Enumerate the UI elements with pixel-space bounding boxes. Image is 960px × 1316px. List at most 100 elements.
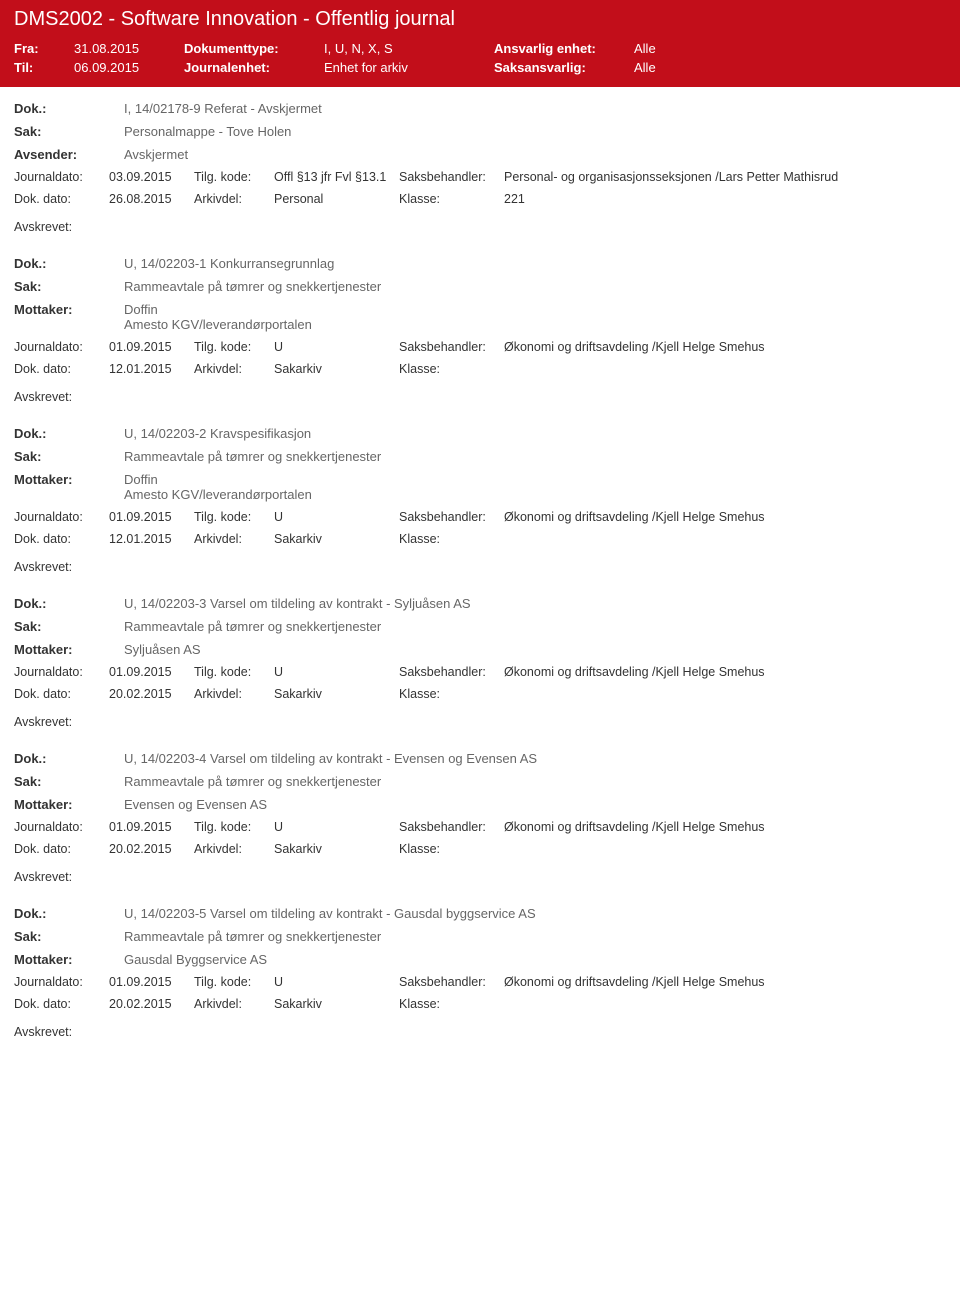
arkivdel-value: Sakarkiv	[274, 532, 399, 546]
sak-value: Rammeavtale på tømrer og snekkertjeneste…	[124, 279, 946, 294]
tilgkode-label: Tilg. kode:	[194, 510, 274, 524]
journal-entry: Dok.: U, 14/02203-2 Kravspesifikasjon Sa…	[0, 412, 960, 556]
saksbehandler-value: Økonomi og driftsavdeling /Kjell Helge S…	[504, 975, 946, 989]
report-title: DMS2002 - Software Innovation - Offentli…	[14, 8, 946, 31]
fra-label: Fra:	[14, 41, 74, 56]
party-values: DoffinAmesto KGV/leverandørportalen	[124, 302, 946, 332]
klasse-label: Klasse:	[399, 687, 504, 701]
saksbehandler-label: Saksbehandler:	[399, 820, 504, 834]
tilgkode-label: Tilg. kode:	[194, 340, 274, 354]
til-label: Til:	[14, 60, 74, 75]
arkivdel-value: Sakarkiv	[274, 687, 399, 701]
journaldato-value: 01.09.2015	[109, 975, 194, 989]
saksbehandler-value: Økonomi og driftsavdeling /Kjell Helge S…	[504, 340, 946, 354]
avskrevet-label: Avskrevet:	[0, 1021, 960, 1047]
dokdato-value: 20.02.2015	[109, 842, 194, 856]
klasse-label: Klasse:	[399, 842, 504, 856]
tilgkode-value: Offl §13 jfr Fvl §13.1	[274, 170, 399, 184]
tilgkode-label: Tilg. kode:	[194, 975, 274, 989]
saksbehandler-value: Økonomi og driftsavdeling /Kjell Helge S…	[504, 510, 946, 524]
journaldato-value: 01.09.2015	[109, 820, 194, 834]
party-label: Avsender:	[14, 147, 124, 162]
dokdato-label: Dok. dato:	[14, 362, 109, 376]
avskrevet-label: Avskrevet:	[0, 711, 960, 737]
dok-value: U, 14/02203-1 Konkurransegrunnlag	[124, 256, 946, 271]
party-value: Avskjermet	[124, 147, 946, 162]
saksbehandler-label: Saksbehandler:	[399, 665, 504, 679]
dok-label: Dok.:	[14, 101, 124, 116]
dokdato-value: 20.02.2015	[109, 997, 194, 1011]
header-row-2: Til: 06.09.2015 Journalenhet: Enhet for …	[14, 58, 946, 77]
party-values: Syljuåsen AS	[124, 642, 946, 657]
party-values: Avskjermet	[124, 147, 946, 162]
dok-label: Dok.:	[14, 596, 124, 611]
sak-label: Sak:	[14, 449, 124, 464]
dok-label: Dok.:	[14, 906, 124, 921]
sak-label: Sak:	[14, 279, 124, 294]
sak-label: Sak:	[14, 774, 124, 789]
saksbehandler-label: Saksbehandler:	[399, 510, 504, 524]
tilgkode-label: Tilg. kode:	[194, 820, 274, 834]
tilgkode-value: U	[274, 665, 399, 679]
klasse-label: Klasse:	[399, 192, 504, 206]
party-value: Doffin	[124, 472, 946, 487]
saksbehandler-value: Økonomi og driftsavdeling /Kjell Helge S…	[504, 665, 946, 679]
dokdato-value: 12.01.2015	[109, 532, 194, 546]
arkivdel-value: Personal	[274, 192, 399, 206]
fra-value: 31.08.2015	[74, 41, 184, 56]
dokdato-label: Dok. dato:	[14, 842, 109, 856]
dok-label: Dok.:	[14, 751, 124, 766]
header-row-1: Fra: 31.08.2015 Dokumenttype: I, U, N, X…	[14, 39, 946, 58]
sak-label: Sak:	[14, 619, 124, 634]
doktype-value: I, U, N, X, S	[324, 41, 494, 56]
klasse-label: Klasse:	[399, 532, 504, 546]
sak-value: Rammeavtale på tømrer og snekkertjeneste…	[124, 619, 946, 634]
saksansvarlig-value: Alle	[634, 60, 656, 75]
tilgkode-value: U	[274, 975, 399, 989]
saksbehandler-value: Personal- og organisasjonsseksjonen /Lar…	[504, 170, 946, 184]
tilgkode-label: Tilg. kode:	[194, 170, 274, 184]
party-values: DoffinAmesto KGV/leverandørportalen	[124, 472, 946, 502]
party-value: Evensen og Evensen AS	[124, 797, 946, 812]
journal-entry: Dok.: U, 14/02203-1 Konkurransegrunnlag …	[0, 242, 960, 386]
klasse-value: 221	[504, 192, 946, 206]
tilgkode-value: U	[274, 820, 399, 834]
arkivdel-label: Arkivdel:	[194, 362, 274, 376]
journaldato-label: Journaldato:	[14, 510, 109, 524]
arkivdel-value: Sakarkiv	[274, 997, 399, 1011]
party-values: Gausdal Byggservice AS	[124, 952, 946, 967]
journaldato-value: 01.09.2015	[109, 340, 194, 354]
arkivdel-label: Arkivdel:	[194, 532, 274, 546]
party-label: Mottaker:	[14, 302, 124, 332]
dok-value: I, 14/02178-9 Referat - Avskjermet	[124, 101, 946, 116]
dokdato-label: Dok. dato:	[14, 687, 109, 701]
sak-label: Sak:	[14, 124, 124, 139]
party-value: Amesto KGV/leverandørportalen	[124, 317, 946, 332]
avskrevet-label: Avskrevet:	[0, 866, 960, 892]
journaldato-label: Journaldato:	[14, 340, 109, 354]
arkivdel-label: Arkivdel:	[194, 997, 274, 1011]
journaldato-value: 03.09.2015	[109, 170, 194, 184]
journal-entry: Dok.: U, 14/02203-4 Varsel om tildeling …	[0, 737, 960, 866]
journalenhet-label: Journalenhet:	[184, 60, 324, 75]
journaldato-label: Journaldato:	[14, 820, 109, 834]
party-label: Mottaker:	[14, 797, 124, 812]
arkivdel-value: Sakarkiv	[274, 842, 399, 856]
journaldato-label: Journaldato:	[14, 975, 109, 989]
arkivdel-label: Arkivdel:	[194, 842, 274, 856]
saksbehandler-label: Saksbehandler:	[399, 340, 504, 354]
party-label: Mottaker:	[14, 952, 124, 967]
dokdato-label: Dok. dato:	[14, 192, 109, 206]
journaldato-value: 01.09.2015	[109, 665, 194, 679]
journaldato-label: Journaldato:	[14, 170, 109, 184]
doktype-label: Dokumenttype:	[184, 41, 324, 56]
dok-label: Dok.:	[14, 256, 124, 271]
ansvarlig-label: Ansvarlig enhet:	[494, 41, 634, 56]
sak-label: Sak:	[14, 929, 124, 944]
sak-value: Rammeavtale på tømrer og snekkertjeneste…	[124, 929, 946, 944]
til-value: 06.09.2015	[74, 60, 184, 75]
sak-value: Rammeavtale på tømrer og snekkertjeneste…	[124, 774, 946, 789]
journal-entry: Dok.: I, 14/02178-9 Referat - Avskjermet…	[0, 87, 960, 216]
report-header: DMS2002 - Software Innovation - Offentli…	[0, 0, 960, 87]
entries-container: Dok.: I, 14/02178-9 Referat - Avskjermet…	[0, 87, 960, 1047]
